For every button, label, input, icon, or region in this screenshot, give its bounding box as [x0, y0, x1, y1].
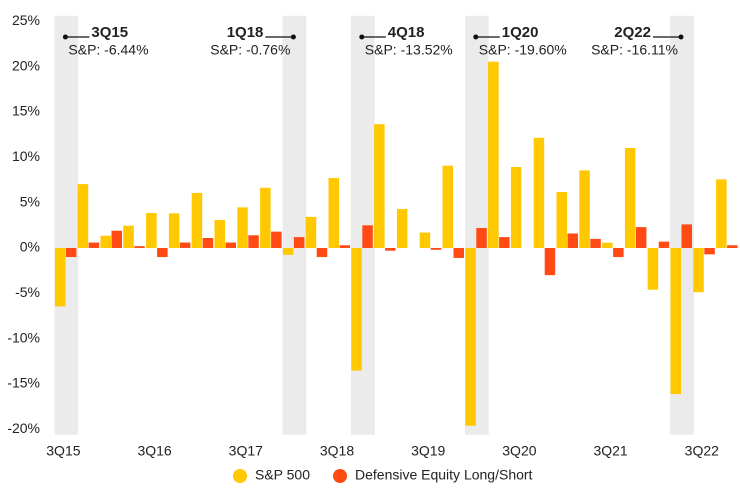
bar	[271, 231, 282, 248]
x-tick-label: 3Q18	[320, 443, 354, 459]
bar	[635, 227, 647, 248]
bar	[716, 179, 727, 248]
bar	[681, 224, 692, 248]
bar	[168, 213, 180, 248]
bar	[339, 245, 350, 248]
bar	[499, 237, 510, 248]
annotation-label: 4Q18	[388, 24, 425, 41]
bar	[351, 247, 362, 371]
bar	[419, 232, 431, 248]
bar	[670, 247, 681, 395]
y-tick-label: -5%	[15, 284, 40, 300]
bar	[613, 247, 624, 258]
bar	[316, 247, 328, 258]
bar	[590, 238, 601, 248]
x-tick-label: 3Q19	[411, 443, 445, 459]
bar	[374, 124, 385, 248]
bar	[54, 247, 66, 307]
highlight-band	[282, 15, 307, 435]
bar	[647, 247, 659, 290]
y-tick-label: 15%	[12, 103, 40, 119]
bar	[282, 247, 294, 255]
bar	[100, 235, 111, 248]
bar	[510, 166, 522, 248]
y-tick-label: 5%	[20, 193, 40, 209]
bar	[328, 178, 339, 248]
annotation-label: 3Q15	[91, 24, 128, 41]
x-tick-label: 3Q16	[137, 443, 171, 459]
y-tick-label: 0%	[20, 239, 40, 255]
x-tick-label: 3Q20	[502, 443, 536, 459]
bar	[430, 247, 442, 250]
bar	[442, 165, 453, 248]
y-tick-label: 25%	[12, 12, 40, 28]
bar	[453, 247, 464, 258]
bar	[488, 61, 499, 248]
annotation-label: 1Q20	[502, 24, 539, 41]
x-tick-label: 3Q21	[593, 443, 627, 459]
legend-swatch	[333, 469, 347, 483]
bar	[476, 228, 487, 248]
legend-label: S&P 500	[255, 467, 310, 483]
annotation-text: S&P: -16.11%	[591, 42, 678, 58]
bar	[157, 247, 168, 258]
bar	[624, 147, 636, 248]
annotation-text: S&P: -13.52%	[365, 42, 453, 58]
bar	[202, 237, 214, 248]
bar	[146, 213, 157, 248]
bar	[293, 237, 305, 248]
bar	[260, 187, 271, 248]
bar	[305, 216, 317, 248]
y-tick-label: 20%	[12, 57, 40, 73]
bar	[658, 241, 670, 248]
x-tick-label: 3Q22	[685, 443, 719, 459]
bar	[602, 242, 613, 248]
bar	[111, 230, 122, 248]
bar	[191, 192, 203, 248]
bar	[544, 247, 556, 276]
bar	[88, 242, 100, 248]
bar	[134, 246, 145, 248]
bar	[179, 242, 191, 248]
bar	[704, 247, 715, 255]
bar	[567, 233, 578, 248]
annotation-text: S&P: -0.76%	[210, 42, 290, 58]
legend-swatch	[233, 469, 247, 483]
legend-label: Defensive Equity Long/Short	[355, 467, 533, 483]
bar	[385, 247, 396, 251]
bar	[362, 225, 373, 248]
bar	[248, 235, 259, 248]
highlight-band	[54, 15, 79, 435]
x-tick-label: 3Q15	[46, 443, 80, 459]
y-tick-label: -15%	[7, 375, 40, 391]
bar	[465, 247, 476, 426]
bar	[65, 247, 77, 258]
bar	[727, 245, 738, 248]
annotation-label: 2Q22	[614, 24, 651, 41]
bar	[556, 192, 567, 248]
bar	[77, 184, 89, 248]
y-tick-label: 10%	[12, 148, 40, 164]
bar	[123, 225, 134, 248]
bar	[579, 170, 590, 248]
bar	[396, 208, 408, 248]
bar	[533, 137, 545, 248]
bar	[225, 242, 236, 248]
bar	[693, 247, 704, 293]
annotation-text: S&P: -19.60%	[479, 42, 567, 58]
y-tick-label: -20%	[7, 420, 40, 436]
x-tick-label: 3Q17	[229, 443, 263, 459]
annotation-text: S&P: -6.44%	[68, 42, 148, 58]
bar	[214, 219, 225, 248]
y-tick-label: -10%	[7, 329, 40, 345]
bar	[237, 207, 248, 248]
annotation-label: 1Q18	[227, 24, 264, 41]
